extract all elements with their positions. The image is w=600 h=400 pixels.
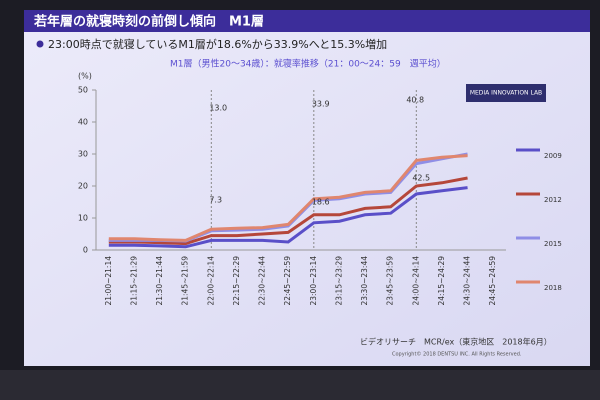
slide: [24, 10, 590, 366]
legend-label: 2009: [544, 152, 562, 160]
audience: [0, 370, 600, 400]
y-tick-label: 0: [83, 246, 88, 255]
copyright: Copyright© 2018 DENTSU INC. All Rights R…: [392, 351, 522, 358]
legend-label: 2018: [544, 284, 562, 292]
x-tick-label: 23:15~23:29: [334, 256, 343, 306]
series-line: [108, 154, 468, 242]
x-tick-label: 24:00~24:14: [411, 256, 420, 306]
x-tick-label: 22:45~22:59: [283, 256, 292, 306]
logo-box: [466, 84, 546, 102]
y-tick-label: 20: [78, 182, 88, 191]
y-tick-label: 10: [78, 214, 88, 223]
annotation: 18.6: [312, 198, 330, 207]
x-tick-label: 21:45~21:59: [181, 256, 190, 306]
x-tick-label: 23:00~23:14: [309, 256, 318, 306]
y-tick-label: 40: [78, 118, 88, 127]
x-tick-label: 23:45~23:59: [386, 256, 395, 306]
y-tick-label: 30: [78, 150, 88, 159]
slide-title: 若年層の就寝時刻の前倒し傾向 M1層: [33, 14, 264, 30]
y-unit: (%): [78, 72, 92, 81]
x-tick-label: 22:00~22:14: [206, 256, 215, 306]
annotation: 40.8: [406, 96, 424, 105]
x-tick-label: 22:15~22:29: [232, 256, 241, 306]
x-tick-label: 21:30~21:44: [155, 256, 164, 306]
chart-title: M1層（男性20～34歳）：就寝率推移（21：00～24：59 週平均）: [170, 58, 446, 70]
annotation: 42.5: [412, 174, 430, 183]
bullet: [36, 40, 44, 48]
annotation: 7.3: [209, 196, 222, 205]
annotation: 33.9: [312, 100, 330, 109]
x-tick-label: 21:15~21:29: [129, 256, 138, 306]
annotation: 13.0: [209, 104, 227, 113]
series-line: [108, 176, 468, 246]
legend-label: 2012: [544, 196, 562, 204]
x-tick-label: 21:00~21:14: [104, 256, 113, 306]
legend-label: 2015: [544, 240, 562, 248]
title-bar: [24, 10, 590, 32]
x-tick-label: 24:45~24:59: [488, 256, 497, 306]
series-line: [108, 186, 468, 249]
x-tick-label: 22:30~22:44: [258, 256, 267, 306]
logo: MEDIA INNOVATION LAB: [470, 90, 542, 97]
x-tick-label: 24:30~24:44: [463, 256, 472, 306]
x-tick-label: 23:30~23:44: [360, 256, 369, 306]
headline: 23:00時点で就寝しているM1層が18.6%から33.9%へと15.3%増加: [48, 37, 387, 51]
y-tick-label: 50: [78, 86, 88, 95]
source: ビデオリサーチ MCR/ex（東京地区 2018年6月）: [360, 337, 552, 347]
x-tick-label: 24:15~24:29: [437, 256, 446, 306]
